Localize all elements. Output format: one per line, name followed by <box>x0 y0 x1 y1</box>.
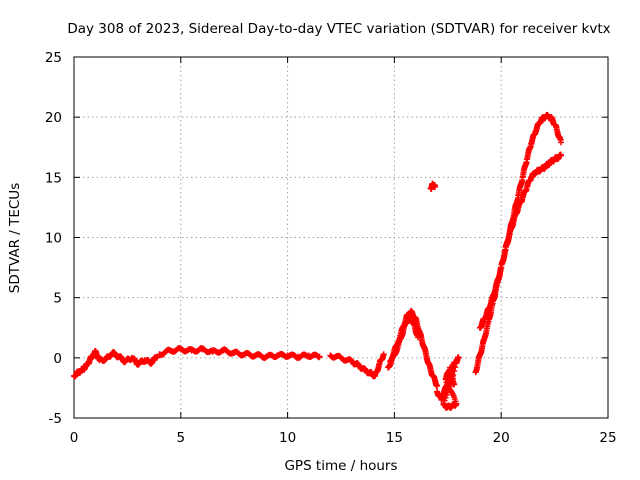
data-point <box>558 152 565 159</box>
data-point <box>558 139 565 146</box>
x-axis-label: GPS time / hours <box>284 458 397 474</box>
chart-title: Day 308 of 2023, Sidereal Day-to-day VTE… <box>67 21 610 37</box>
y-tick-label: 0 <box>53 351 62 367</box>
x-tick-label: 20 <box>493 430 510 446</box>
x-tick-label: 5 <box>177 430 186 446</box>
tick-labels: 0 5 10 15 20 25 -5 0 5 10 15 20 25 <box>45 50 617 446</box>
y-tick-label: 25 <box>45 50 62 66</box>
series-trough <box>434 354 462 411</box>
data-point <box>316 353 323 360</box>
data-point <box>454 356 461 363</box>
data-point <box>452 364 459 371</box>
y-axis-label: SDTVAR / TECUs <box>7 183 23 293</box>
y-tick-label: 5 <box>53 291 62 307</box>
data-points <box>71 111 565 411</box>
data-point <box>453 360 460 367</box>
x-tick-label: 25 <box>599 430 616 446</box>
data-point <box>431 183 438 190</box>
y-tick-label: -5 <box>49 411 62 427</box>
x-tick-label: 15 <box>386 430 403 446</box>
data-point <box>434 382 441 389</box>
series-steep-rise-lower <box>476 151 565 331</box>
y-tick-label: 10 <box>45 231 62 247</box>
y-tick-label: 20 <box>45 110 62 126</box>
data-point <box>442 394 449 401</box>
data-point <box>380 351 387 358</box>
data-point <box>443 392 450 399</box>
x-tick-label: 10 <box>279 430 296 446</box>
axis-ticks <box>73 56 609 419</box>
y-tick-label: 15 <box>45 170 62 186</box>
series-early-low <box>71 347 161 380</box>
data-point <box>414 334 421 341</box>
data-point <box>451 381 458 388</box>
x-tick-label: 0 <box>70 430 79 446</box>
series-steep-rise <box>472 111 565 376</box>
series-flat-mid <box>156 345 323 361</box>
series-bump-shadow <box>384 314 421 371</box>
series-pre-dip <box>327 351 387 380</box>
series-isolated <box>427 180 438 192</box>
